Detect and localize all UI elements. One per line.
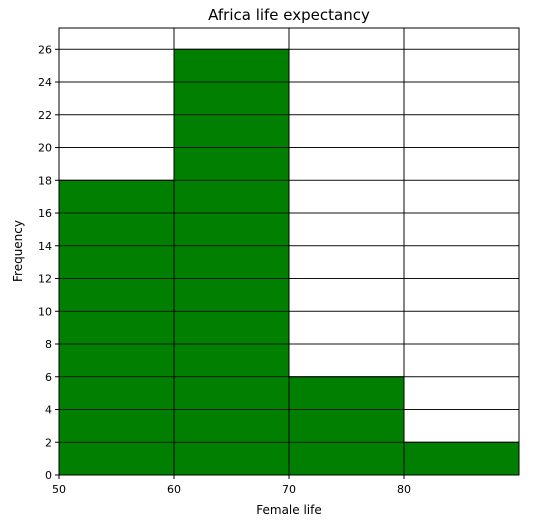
histogram-bar [173, 48, 290, 476]
chart-title: Africa life expectancy [208, 6, 370, 24]
y-tick-label: 16 [38, 207, 52, 220]
x-axis-ticks: 50 60 70 80 [52, 475, 411, 496]
x-tick-label: 50 [52, 483, 66, 496]
x-tick-label: 80 [397, 483, 411, 496]
x-tick-label: 70 [282, 483, 296, 496]
grid-lines-over [59, 28, 519, 475]
y-tick-label: 12 [38, 273, 52, 286]
x-tick-label: 60 [167, 483, 181, 496]
y-tick-label: 20 [38, 142, 52, 155]
histogram-bar [288, 376, 405, 476]
y-tick-label: 4 [45, 404, 52, 417]
y-tick-label: 10 [38, 305, 52, 318]
x-axis-label: Female life [256, 503, 321, 517]
y-tick-label: 24 [38, 76, 52, 89]
histogram-bar [58, 179, 175, 476]
y-tick-label: 22 [38, 109, 52, 122]
histogram-bars [58, 48, 520, 476]
histogram-bar [403, 441, 520, 476]
y-tick-label: 6 [45, 371, 52, 384]
y-axis-label: Frequency [11, 220, 25, 282]
y-tick-label: 14 [38, 240, 52, 253]
y-tick-label: 8 [45, 338, 52, 351]
y-tick-label: 18 [38, 174, 52, 187]
y-tick-label: 0 [45, 469, 52, 482]
y-tick-label: 26 [38, 43, 52, 56]
y-tick-label: 2 [45, 436, 52, 449]
